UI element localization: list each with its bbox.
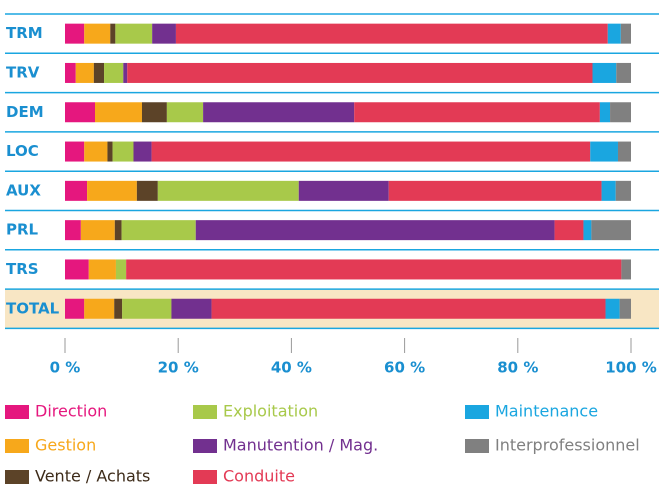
category-label: AUX [6, 181, 41, 199]
bar-segment [88, 259, 116, 280]
bar-segment [592, 62, 617, 83]
bar-segment [84, 141, 108, 162]
bar-segment [65, 23, 85, 44]
bar-segment [195, 220, 555, 241]
bar-segment [599, 102, 611, 123]
bar-segment [620, 23, 631, 44]
bar-segment [65, 298, 85, 319]
category-label: DEM [6, 103, 44, 121]
bar-segment [605, 298, 620, 319]
bar-segment [65, 141, 85, 162]
category-label: TRM [6, 24, 43, 42]
x-tick-label: 0 % [50, 359, 81, 377]
category-label: TRS [6, 260, 39, 278]
bar-segment [65, 102, 95, 123]
bar-segment [157, 180, 299, 201]
bar-segment [94, 102, 142, 123]
legend-label: Maintenance [495, 402, 598, 421]
bar-segment [619, 298, 631, 319]
bar-segment [554, 220, 584, 241]
category-label: TRV [6, 63, 40, 81]
bar-segment [621, 259, 631, 280]
legend-swatch [193, 439, 217, 453]
x-tick-label: 80 % [497, 359, 538, 377]
legend-swatch [465, 439, 489, 453]
legend-swatch [5, 470, 29, 484]
bar-segment [591, 220, 631, 241]
bar-segment [166, 102, 204, 123]
bar-segment [121, 220, 196, 241]
bar-segment [65, 220, 81, 241]
bar-segment [84, 298, 115, 319]
bar-segment [617, 141, 631, 162]
bar-segment [122, 298, 172, 319]
bar-segment [87, 180, 137, 201]
bar-segment [203, 102, 355, 123]
bar-segment [175, 23, 608, 44]
bar-segment [127, 62, 593, 83]
bar-segment [115, 23, 153, 44]
bar-segment [112, 141, 134, 162]
bar-segment [583, 220, 592, 241]
x-tick-label: 20 % [158, 359, 199, 377]
legend-label: Direction [35, 402, 107, 421]
legend-label: Vente / Achats [35, 467, 150, 486]
bar-segment [171, 298, 212, 319]
bar-segment [65, 62, 76, 83]
bar-segment [141, 102, 167, 123]
legend-label: Interprofessionnel [495, 436, 640, 455]
bar-segment [84, 23, 111, 44]
bar-segment [601, 180, 616, 201]
legend-swatch [465, 405, 489, 419]
bar-segment [354, 102, 600, 123]
bar-segment [65, 259, 89, 280]
bar-segment [93, 62, 105, 83]
legend-swatch [193, 470, 217, 484]
legend-label: Manutention / Mag. [223, 436, 378, 455]
bar-segment [114, 298, 123, 319]
bar-segment [107, 141, 113, 162]
bar-segment [590, 141, 618, 162]
bar-segment [80, 220, 115, 241]
legend-swatch [5, 405, 29, 419]
bar-segment [123, 62, 128, 83]
bar-segment [133, 141, 152, 162]
x-tick-label: 40 % [271, 359, 312, 377]
bar-segment [136, 180, 158, 201]
category-label: PRL [6, 221, 39, 239]
bar-segment [75, 62, 94, 83]
bar-segment [110, 23, 116, 44]
bar-segment [65, 180, 88, 201]
x-tick-label: 60 % [384, 359, 425, 377]
legend-swatch [5, 439, 29, 453]
legend-label: Gestion [35, 436, 96, 455]
legend-label: Exploitation [223, 402, 318, 421]
x-tick-label: 100 % [605, 359, 657, 377]
bar-segment [607, 23, 621, 44]
bar-segment [388, 180, 602, 201]
bar-segment [104, 62, 124, 83]
bar-segment [126, 259, 622, 280]
bar-segment [211, 298, 606, 319]
bar-segment [114, 220, 122, 241]
bar-segment [298, 180, 389, 201]
bar-segment [152, 23, 176, 44]
bar-segment [616, 62, 631, 83]
legend-swatch [193, 405, 217, 419]
category-label: LOC [6, 142, 39, 160]
bar-segment [151, 141, 591, 162]
bar-segment [615, 180, 631, 201]
bar-segment [610, 102, 631, 123]
category-label: TOTAL [6, 299, 60, 317]
legend-label: Conduite [223, 467, 295, 486]
bar-segment [115, 259, 127, 280]
